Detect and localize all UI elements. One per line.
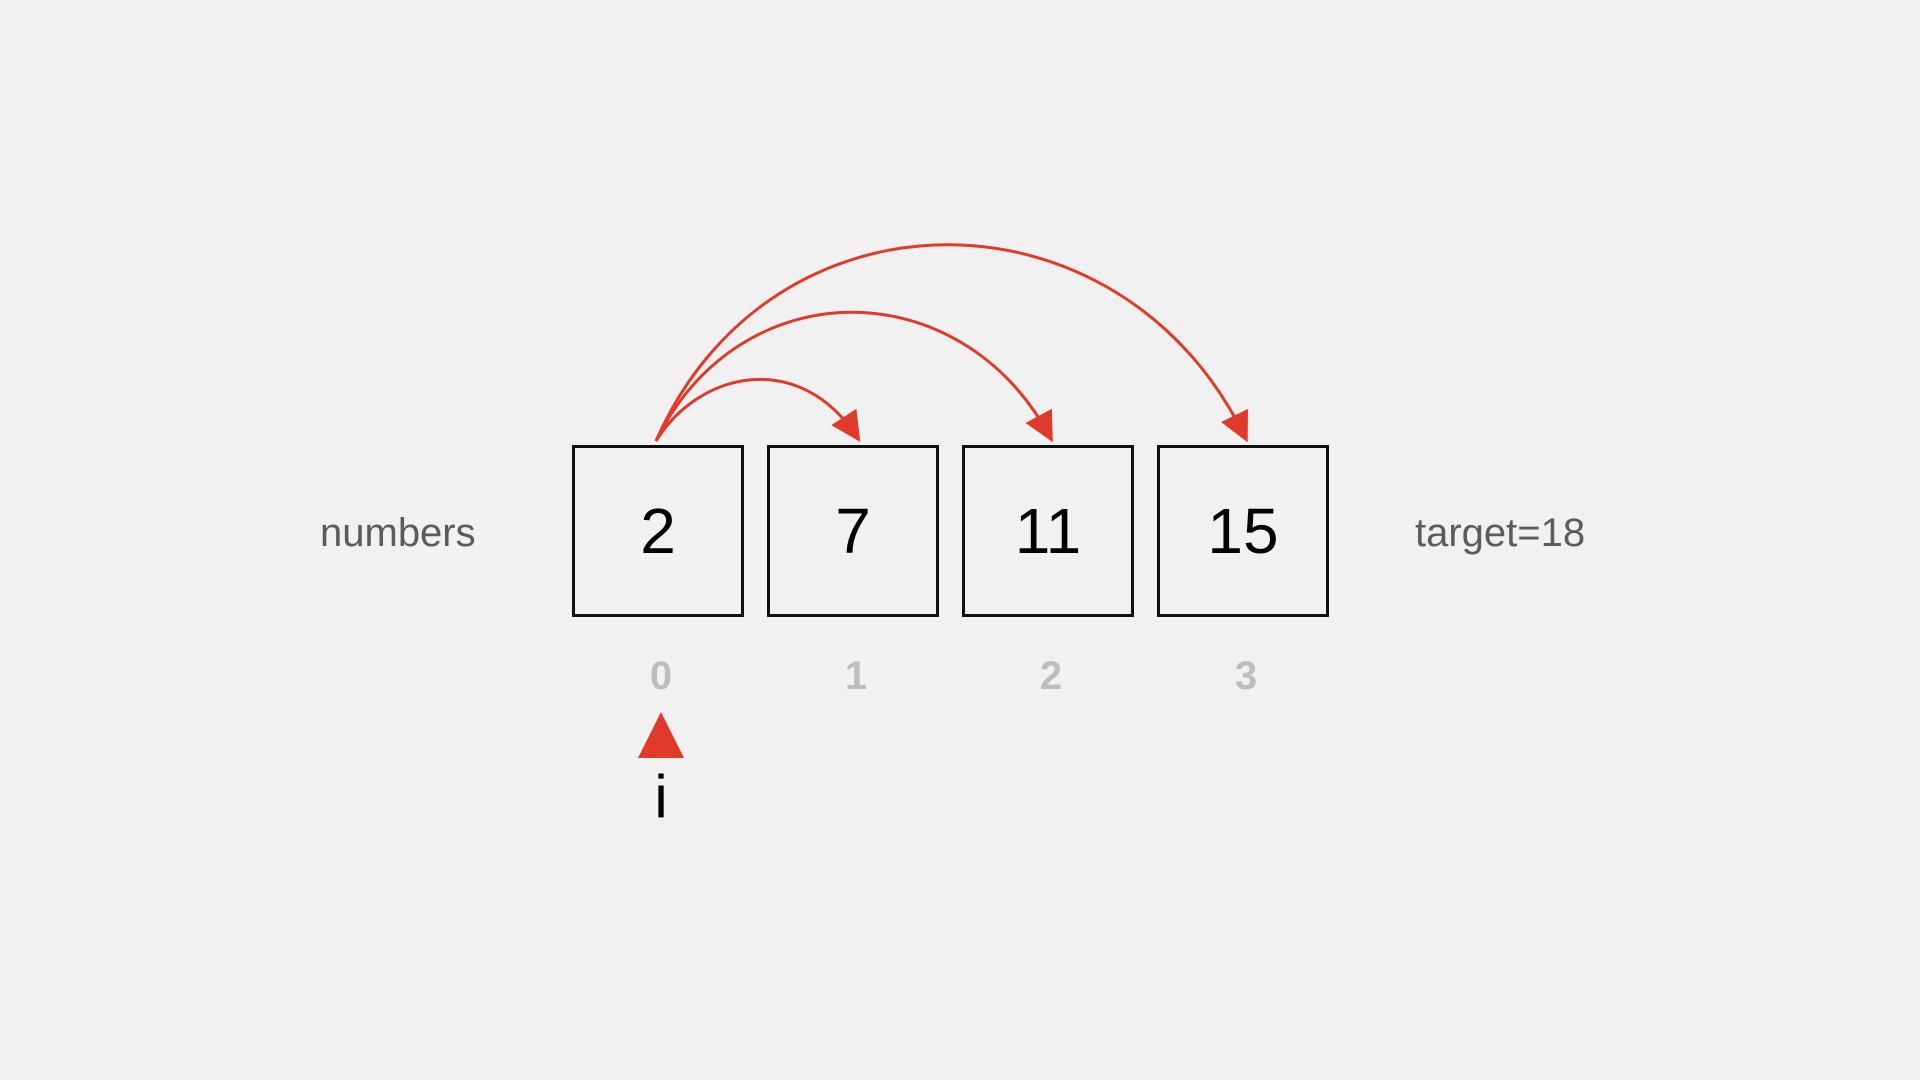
array-cell-1: 7 [767, 445, 939, 617]
target-label: target=18 [1415, 511, 1586, 555]
array-cell-2: 11 [962, 445, 1134, 617]
array-name-label: numbers [320, 511, 476, 555]
pointer-triangle-icon [638, 712, 684, 758]
arrow-0-to-2 [654, 310, 1053, 443]
index-label-0: 0 [649, 654, 673, 698]
arrow-0-to-1 [654, 377, 861, 443]
array-cell-0: 2 [572, 445, 744, 617]
index-label-2: 2 [1039, 654, 1063, 698]
pointer-label: i [654, 763, 668, 830]
index-label-1: 1 [844, 654, 868, 698]
array-cell-3: 15 [1157, 445, 1329, 617]
arrow-0-to-3 [654, 243, 1248, 443]
index-label-3: 3 [1234, 654, 1258, 698]
